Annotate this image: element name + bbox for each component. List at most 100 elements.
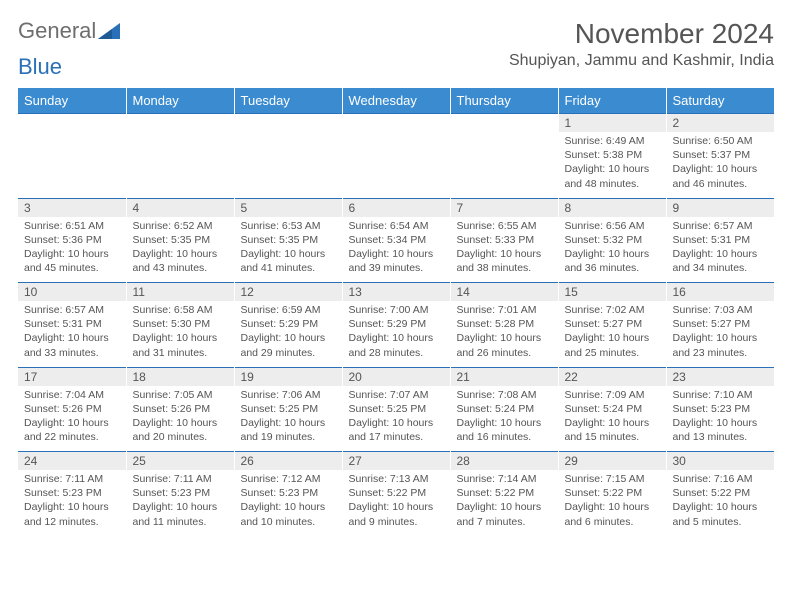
month-title: November 2024 (509, 18, 774, 50)
day-header: Tuesday (234, 88, 342, 114)
day-cell: Sunrise: 7:08 AMSunset: 5:24 PMDaylight:… (450, 386, 558, 452)
daylight-line: Daylight: 10 hours and 5 minutes. (673, 500, 769, 528)
day-cell (126, 132, 234, 198)
daylight-line: Daylight: 10 hours and 11 minutes. (133, 500, 228, 528)
daylight-line: Daylight: 10 hours and 29 minutes. (241, 331, 336, 359)
sunset-line: Sunset: 5:22 PM (349, 486, 444, 500)
day-cell: Sunrise: 7:00 AMSunset: 5:29 PMDaylight:… (342, 301, 450, 367)
day-number: 9 (666, 198, 774, 217)
sunrise-line: Sunrise: 7:02 AM (565, 303, 660, 317)
daylight-line: Daylight: 10 hours and 7 minutes. (457, 500, 552, 528)
day-header: Wednesday (342, 88, 450, 114)
day-number: 2 (666, 114, 774, 133)
daylight-line: Daylight: 10 hours and 20 minutes. (133, 416, 228, 444)
sunset-line: Sunset: 5:24 PM (457, 402, 552, 416)
daylight-line: Daylight: 10 hours and 22 minutes. (24, 416, 120, 444)
day-cell: Sunrise: 7:14 AMSunset: 5:22 PMDaylight:… (450, 470, 558, 536)
sunrise-line: Sunrise: 6:57 AM (673, 219, 769, 233)
day-cell (234, 132, 342, 198)
day-number: 18 (126, 367, 234, 386)
day-number: 30 (666, 452, 774, 471)
day-cell (450, 132, 558, 198)
day-cell: Sunrise: 7:02 AMSunset: 5:27 PMDaylight:… (558, 301, 666, 367)
daylight-line: Daylight: 10 hours and 13 minutes. (673, 416, 769, 444)
daylight-line: Daylight: 10 hours and 34 minutes. (673, 247, 769, 275)
day-number: 24 (18, 452, 126, 471)
day-cell: Sunrise: 6:51 AMSunset: 5:36 PMDaylight:… (18, 217, 126, 283)
day-number: 16 (666, 283, 774, 302)
sunrise-line: Sunrise: 7:11 AM (24, 472, 120, 486)
day-number: 14 (450, 283, 558, 302)
day-number: 12 (234, 283, 342, 302)
sunset-line: Sunset: 5:24 PM (565, 402, 660, 416)
day-number: 10 (18, 283, 126, 302)
day-cell: Sunrise: 6:58 AMSunset: 5:30 PMDaylight:… (126, 301, 234, 367)
sunset-line: Sunset: 5:22 PM (673, 486, 769, 500)
day-number: 17 (18, 367, 126, 386)
sunset-line: Sunset: 5:35 PM (241, 233, 336, 247)
sunset-line: Sunset: 5:28 PM (457, 317, 552, 331)
day-cell: Sunrise: 6:52 AMSunset: 5:35 PMDaylight:… (126, 217, 234, 283)
day-number: 13 (342, 283, 450, 302)
day-cell: Sunrise: 6:56 AMSunset: 5:32 PMDaylight:… (558, 217, 666, 283)
day-number: 4 (126, 198, 234, 217)
content-row: Sunrise: 6:57 AMSunset: 5:31 PMDaylight:… (18, 301, 774, 367)
sunset-line: Sunset: 5:23 PM (24, 486, 120, 500)
sunset-line: Sunset: 5:22 PM (457, 486, 552, 500)
day-number: 20 (342, 367, 450, 386)
logo-text-blue: Blue (18, 54, 62, 79)
sunrise-line: Sunrise: 7:00 AM (349, 303, 444, 317)
sunset-line: Sunset: 5:29 PM (241, 317, 336, 331)
sunrise-line: Sunrise: 7:16 AM (673, 472, 769, 486)
day-cell: Sunrise: 6:57 AMSunset: 5:31 PMDaylight:… (666, 217, 774, 283)
sunrise-line: Sunrise: 6:56 AM (565, 219, 660, 233)
daylight-line: Daylight: 10 hours and 41 minutes. (241, 247, 336, 275)
calendar-table: SundayMondayTuesdayWednesdayThursdayFrid… (18, 88, 774, 536)
day-cell: Sunrise: 6:53 AMSunset: 5:35 PMDaylight:… (234, 217, 342, 283)
day-header: Thursday (450, 88, 558, 114)
day-number: 23 (666, 367, 774, 386)
daylight-line: Daylight: 10 hours and 28 minutes. (349, 331, 444, 359)
day-cell: Sunrise: 7:07 AMSunset: 5:25 PMDaylight:… (342, 386, 450, 452)
sunset-line: Sunset: 5:36 PM (24, 233, 120, 247)
sunset-line: Sunset: 5:26 PM (133, 402, 228, 416)
day-cell: Sunrise: 6:59 AMSunset: 5:29 PMDaylight:… (234, 301, 342, 367)
day-cell: Sunrise: 7:09 AMSunset: 5:24 PMDaylight:… (558, 386, 666, 452)
day-cell: Sunrise: 7:15 AMSunset: 5:22 PMDaylight:… (558, 470, 666, 536)
day-number: 1 (558, 114, 666, 133)
daylight-line: Daylight: 10 hours and 23 minutes. (673, 331, 769, 359)
sunset-line: Sunset: 5:23 PM (241, 486, 336, 500)
content-row: Sunrise: 6:51 AMSunset: 5:36 PMDaylight:… (18, 217, 774, 283)
day-header: Friday (558, 88, 666, 114)
daylight-line: Daylight: 10 hours and 12 minutes. (24, 500, 120, 528)
sunrise-line: Sunrise: 7:06 AM (241, 388, 336, 402)
day-header: Sunday (18, 88, 126, 114)
sunset-line: Sunset: 5:25 PM (241, 402, 336, 416)
daylight-line: Daylight: 10 hours and 33 minutes. (24, 331, 120, 359)
daylight-line: Daylight: 10 hours and 31 minutes. (133, 331, 228, 359)
sunrise-line: Sunrise: 7:08 AM (457, 388, 552, 402)
day-cell: Sunrise: 7:12 AMSunset: 5:23 PMDaylight:… (234, 470, 342, 536)
sunrise-line: Sunrise: 6:57 AM (24, 303, 120, 317)
sunrise-line: Sunrise: 7:04 AM (24, 388, 120, 402)
day-number: 3 (18, 198, 126, 217)
daylight-line: Daylight: 10 hours and 36 minutes. (565, 247, 660, 275)
day-cell (342, 132, 450, 198)
day-number: 15 (558, 283, 666, 302)
day-number: 22 (558, 367, 666, 386)
daylight-line: Daylight: 10 hours and 43 minutes. (133, 247, 228, 275)
sunrise-line: Sunrise: 7:09 AM (565, 388, 660, 402)
sunrise-line: Sunrise: 7:12 AM (241, 472, 336, 486)
sunset-line: Sunset: 5:34 PM (349, 233, 444, 247)
sunrise-line: Sunrise: 7:15 AM (565, 472, 660, 486)
daynum-row: 12 (18, 114, 774, 133)
content-row: Sunrise: 7:04 AMSunset: 5:26 PMDaylight:… (18, 386, 774, 452)
day-cell: Sunrise: 7:03 AMSunset: 5:27 PMDaylight:… (666, 301, 774, 367)
day-number: 25 (126, 452, 234, 471)
day-cell: Sunrise: 7:05 AMSunset: 5:26 PMDaylight:… (126, 386, 234, 452)
day-cell: Sunrise: 7:04 AMSunset: 5:26 PMDaylight:… (18, 386, 126, 452)
day-number: 19 (234, 367, 342, 386)
day-cell: Sunrise: 6:50 AMSunset: 5:37 PMDaylight:… (666, 132, 774, 198)
sunrise-line: Sunrise: 7:10 AM (673, 388, 769, 402)
day-number: 8 (558, 198, 666, 217)
